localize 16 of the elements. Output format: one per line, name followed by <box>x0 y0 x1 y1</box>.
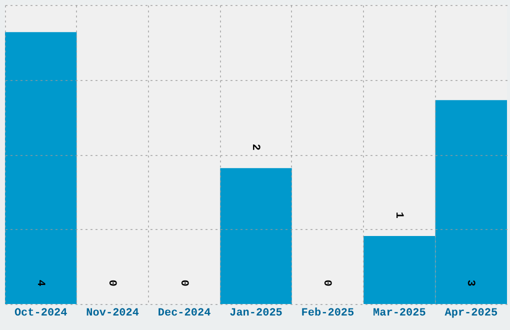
data-label: 0 <box>106 280 118 286</box>
data-label: 2 <box>249 144 261 150</box>
x-tick-label: Jan-2025 <box>230 308 283 320</box>
x-tick-label: Apr-2025 <box>444 308 498 320</box>
x-tick-label: Oct-2024 <box>14 308 68 320</box>
bar <box>220 168 292 304</box>
data-label: 1 <box>392 212 404 219</box>
x-tick-label: Mar-2025 <box>373 308 426 320</box>
data-label: 0 <box>320 280 333 286</box>
x-tick-label: Nov-2024 <box>86 308 140 320</box>
data-label: 4 <box>34 280 46 287</box>
bar <box>5 32 77 304</box>
x-tick-label: Dec-2024 <box>158 308 212 320</box>
x-tick-label: Feb-2025 <box>301 308 355 320</box>
data-label: 0 <box>177 280 190 286</box>
data-label: 3 <box>464 280 476 287</box>
